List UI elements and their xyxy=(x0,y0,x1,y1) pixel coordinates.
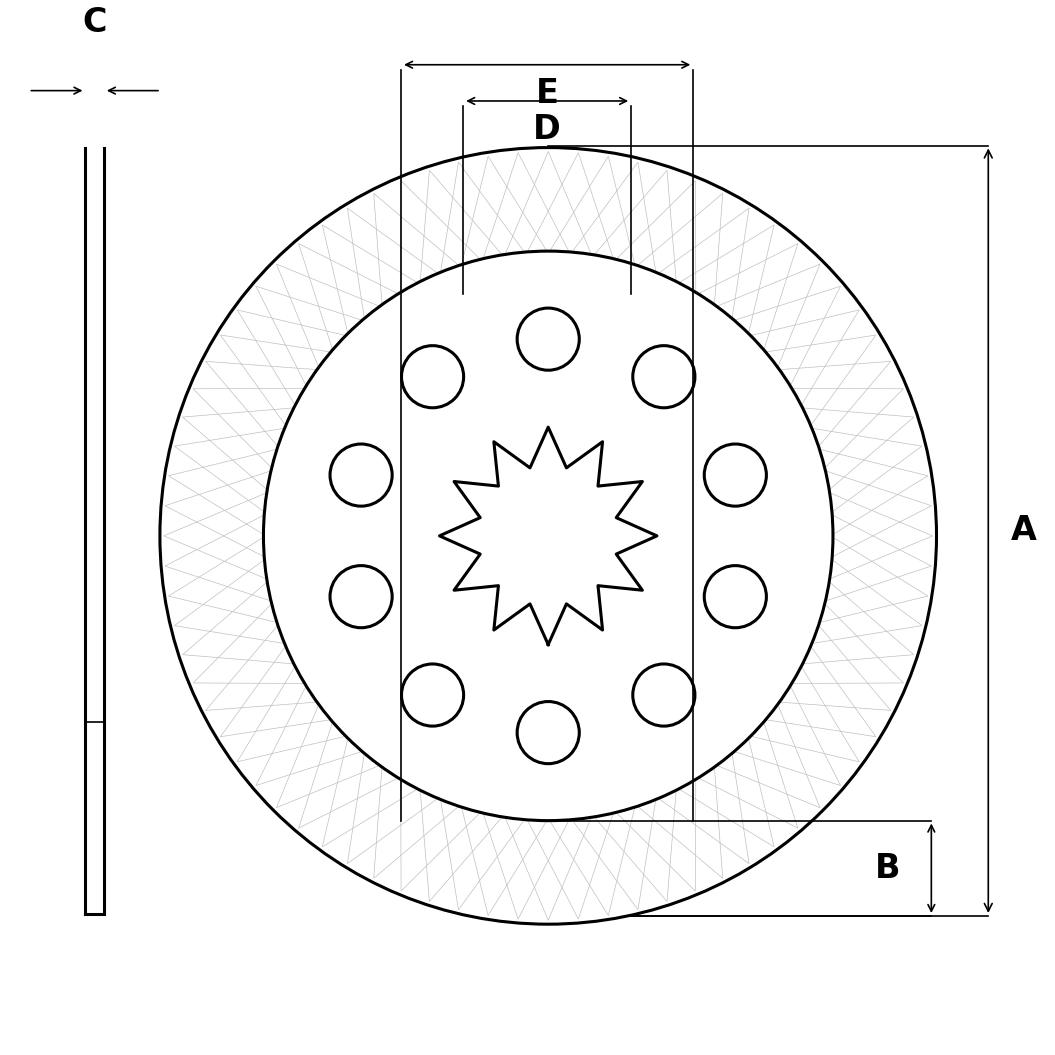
Text: C: C xyxy=(82,6,107,39)
Text: A: A xyxy=(1011,514,1037,548)
Circle shape xyxy=(264,252,832,820)
Text: D: D xyxy=(533,113,561,147)
Text: E: E xyxy=(536,77,558,110)
Text: B: B xyxy=(875,851,900,885)
